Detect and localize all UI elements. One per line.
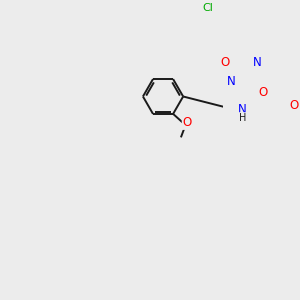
Text: O: O bbox=[289, 99, 298, 112]
Text: N: N bbox=[238, 103, 247, 116]
Text: N: N bbox=[227, 74, 236, 88]
Text: O: O bbox=[182, 116, 192, 129]
Text: O: O bbox=[258, 86, 267, 99]
Text: H: H bbox=[239, 113, 246, 123]
Text: O: O bbox=[221, 56, 230, 69]
Text: Cl: Cl bbox=[203, 3, 214, 13]
Text: N: N bbox=[253, 56, 262, 69]
